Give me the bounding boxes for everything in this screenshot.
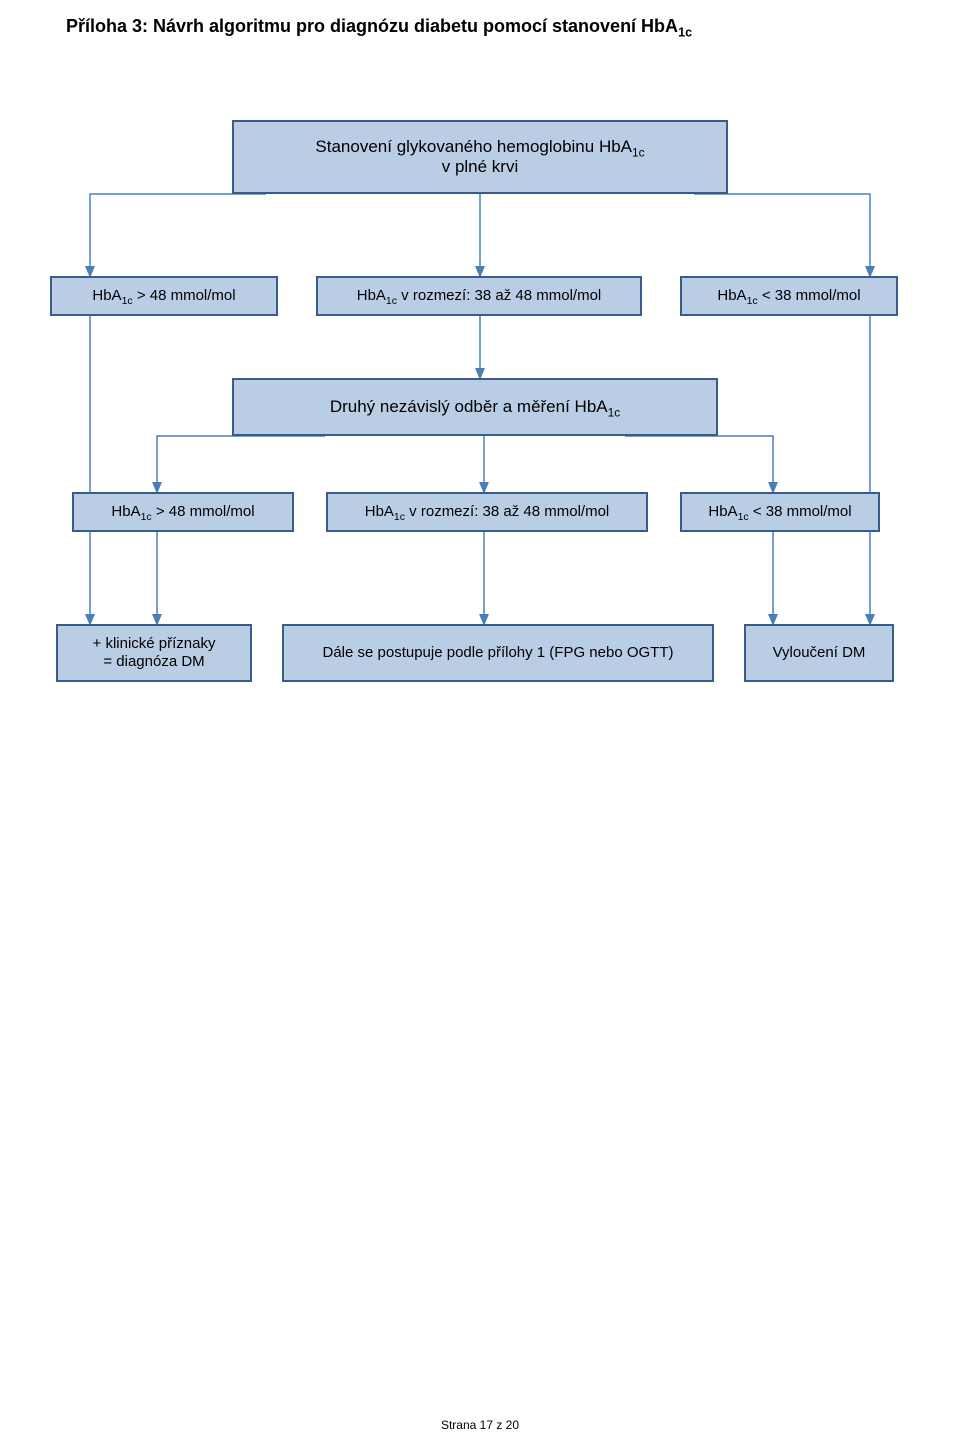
flow-arrows <box>0 0 960 1450</box>
footer-text: Strana 17 z 20 <box>441 1418 519 1432</box>
flow-edge <box>90 194 266 276</box>
page-title: Příloha 3: Návrh algoritmu pro diagnózu … <box>66 16 692 37</box>
flowchart-node-label: HbA1c < 38 mmol/mol <box>717 287 860 305</box>
flowchart-node-label: Druhý nezávislý odběr a měření HbA1c <box>330 397 620 417</box>
flowchart-node: Stanovení glykovaného hemoglobinu HbA1cv… <box>232 120 728 194</box>
title-sub: 1c <box>678 26 692 40</box>
flowchart-node-label: Vyloučení DM <box>773 644 866 662</box>
flowchart-node: HbA1c v rozmezí: 38 až 48 mmol/mol <box>326 492 648 532</box>
flowchart-node: Dále se postupuje podle přílohy 1 (FPG n… <box>282 624 714 682</box>
flowchart-node: HbA1c < 38 mmol/mol <box>680 492 880 532</box>
flowchart-node: + klinické příznaky= diagnóza DM <box>56 624 252 682</box>
flowchart-node-label: HbA1c > 48 mmol/mol <box>92 287 235 305</box>
flowchart-node: HbA1c > 48 mmol/mol <box>72 492 294 532</box>
flowchart-node: HbA1c > 48 mmol/mol <box>50 276 278 316</box>
title-text: Příloha 3: Návrh algoritmu pro diagnózu … <box>66 16 678 36</box>
flow-edge <box>694 194 870 276</box>
page-footer: Strana 17 z 20 <box>0 1418 960 1432</box>
flowchart-node: HbA1c < 38 mmol/mol <box>680 276 898 316</box>
flowchart-node-label: HbA1c > 48 mmol/mol <box>111 503 254 521</box>
flowchart-node: Druhý nezávislý odběr a měření HbA1c <box>232 378 718 436</box>
flowchart-node-label: Dále se postupuje podle přílohy 1 (FPG n… <box>322 644 673 662</box>
flowchart-node-label: HbA1c < 38 mmol/mol <box>708 503 851 521</box>
flowchart-node: HbA1c v rozmezí: 38 až 48 mmol/mol <box>316 276 642 316</box>
flow-edge <box>157 436 325 492</box>
flowchart-node-label: HbA1c v rozmezí: 38 až 48 mmol/mol <box>357 287 602 305</box>
flowchart-node-label: Stanovení glykovaného hemoglobinu HbA1cv… <box>315 137 644 178</box>
flowchart-node: Vyloučení DM <box>744 624 894 682</box>
flowchart-node-label: + klinické příznaky= diagnóza DM <box>93 635 216 671</box>
flowchart-node-label: HbA1c v rozmezí: 38 až 48 mmol/mol <box>365 503 610 521</box>
flow-edge <box>625 436 773 492</box>
